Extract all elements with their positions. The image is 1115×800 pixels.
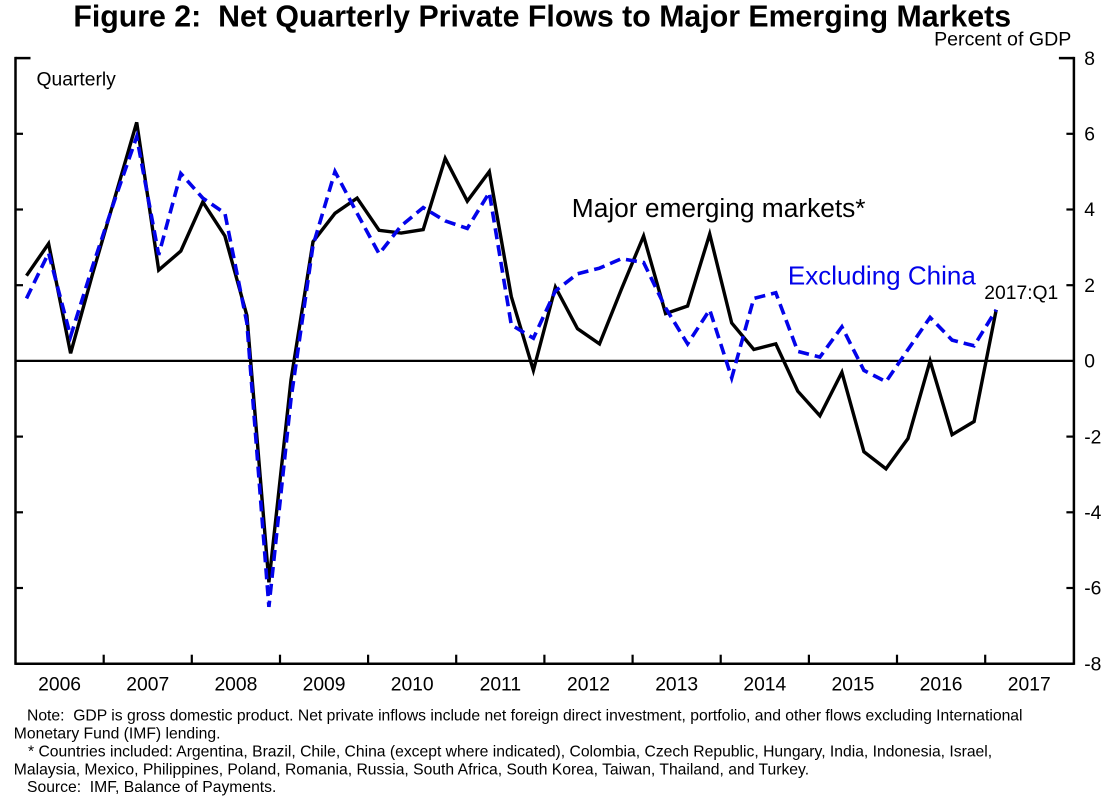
svg-text:* Countries included: Argentin: * Countries included: Argentina, Brazil,… <box>28 743 992 760</box>
svg-text:2009: 2009 <box>303 674 346 695</box>
svg-text:Quarterly: Quarterly <box>37 70 117 91</box>
svg-text:2006: 2006 <box>38 674 81 695</box>
svg-text:Percent of GDP: Percent of GDP <box>934 29 1071 51</box>
svg-text:Source: IMF, Balance of Payme: Source: IMF, Balance of Payments. <box>27 779 276 796</box>
svg-text:-6: -6 <box>1084 579 1101 600</box>
svg-text:2012: 2012 <box>567 674 610 695</box>
svg-text:Note: GDP is gross domestic p: Note: GDP is gross domestic product. Net… <box>27 708 1023 725</box>
svg-text:2014: 2014 <box>743 674 786 695</box>
svg-text:2017:Q1: 2017:Q1 <box>984 283 1058 304</box>
svg-text:2016: 2016 <box>920 674 963 695</box>
svg-text:2010: 2010 <box>391 674 434 695</box>
svg-text:-2: -2 <box>1084 427 1101 448</box>
svg-text:0: 0 <box>1084 352 1095 373</box>
svg-text:Major emerging markets*: Major emerging markets* <box>572 193 866 223</box>
svg-text:-4: -4 <box>1084 503 1101 524</box>
svg-text:2015: 2015 <box>831 674 874 695</box>
svg-text:4: 4 <box>1084 200 1095 221</box>
svg-text:Monetary Fund (IMF) lending.: Monetary Fund (IMF) lending. <box>14 726 221 743</box>
svg-text:Excluding China: Excluding China <box>788 260 976 290</box>
svg-text:-8: -8 <box>1084 654 1101 675</box>
svg-text:2008: 2008 <box>214 674 257 695</box>
svg-text:2017: 2017 <box>1008 674 1051 695</box>
svg-text:2011: 2011 <box>480 674 521 695</box>
svg-text:2: 2 <box>1084 276 1095 297</box>
svg-text:8: 8 <box>1084 49 1095 70</box>
svg-text:Figure 2: Net Quarterly Priva: Figure 2: Net Quarterly Private Flows to… <box>73 1 1011 34</box>
svg-text:Malaysia, Mexico, Philippines,: Malaysia, Mexico, Philippines, Poland, R… <box>14 761 809 778</box>
svg-text:6: 6 <box>1084 125 1095 146</box>
svg-text:2007: 2007 <box>126 674 169 695</box>
svg-text:2013: 2013 <box>655 674 698 695</box>
